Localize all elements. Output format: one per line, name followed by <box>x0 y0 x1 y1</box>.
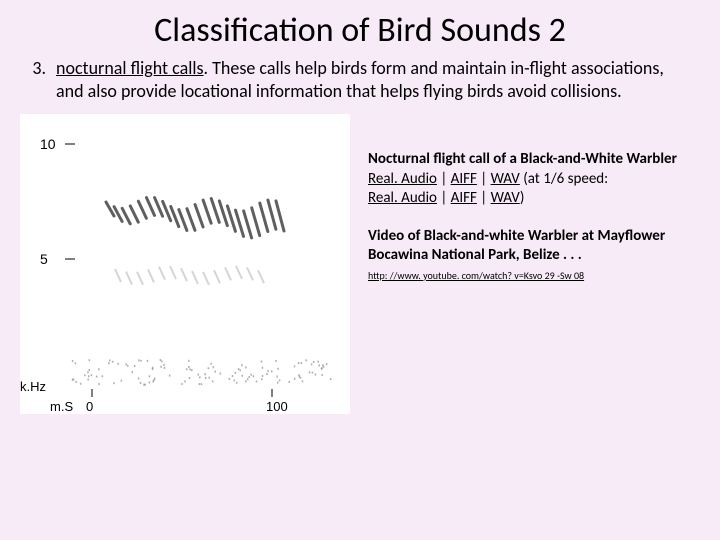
realaudio-link[interactable]: Real. Audio <box>368 170 437 188</box>
wav-link[interactable]: WAV <box>491 170 520 188</box>
caption-title: Nocturnal flight call of a Black-and-Whi… <box>368 150 677 168</box>
aiff-link[interactable]: AIFF <box>451 170 477 188</box>
svg-text:k.Hz: k.Hz <box>20 379 46 394</box>
svg-text:m.S: m.S <box>50 399 73 414</box>
aiff-link[interactable]: AIFF <box>451 189 477 207</box>
svg-text:0: 0 <box>86 399 93 414</box>
slide-title: Classification of Bird Sounds 2 <box>20 10 700 51</box>
list-text: nocturnal flight calls. These calls help… <box>56 57 700 102</box>
svg-text:5: 5 <box>40 251 48 267</box>
spectrogram: 10 5 0 100 k.Hz m.S <box>20 114 350 414</box>
svg-text:10: 10 <box>40 136 56 152</box>
list-number: 3. <box>20 57 56 102</box>
audio-caption: Nocturnal flight call of a Black-and-Whi… <box>368 150 700 209</box>
video-text: Video of Black-and-white Warbler at Mayf… <box>368 227 665 265</box>
list-item: 3. nocturnal flight calls. These calls h… <box>20 57 700 102</box>
term: nocturnal flight calls <box>56 57 204 79</box>
realaudio-link[interactable]: Real. Audio <box>368 189 437 207</box>
youtube-link[interactable]: http: //www. youtube. com/watch? v=Ksvo … <box>368 269 584 282</box>
video-caption: Video of Black-and-white Warbler at Mayf… <box>368 227 700 286</box>
close-paren: ) <box>520 189 525 207</box>
svg-text:100: 100 <box>266 399 288 414</box>
speed-note: (at 1/6 speed: <box>520 170 608 188</box>
wav-link[interactable]: WAV <box>491 189 520 207</box>
